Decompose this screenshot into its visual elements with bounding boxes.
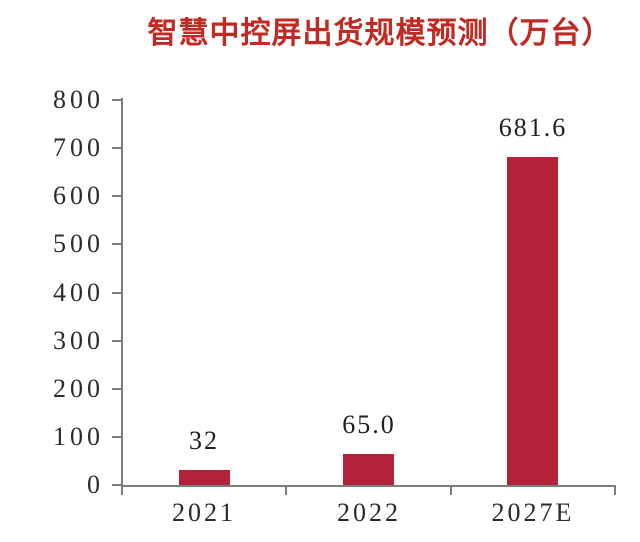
y-tick-label: 100 [53, 421, 104, 451]
y-tick [112, 291, 121, 294]
y-tick-label: 0 [87, 470, 104, 499]
x-category-label: 2027E [491, 498, 575, 527]
bar-value-label: 32 [189, 426, 219, 455]
x-category-label: 2022 [337, 498, 401, 527]
y-tick-label: 800 [53, 85, 104, 114]
y-tick [112, 147, 121, 150]
y-tick [112, 195, 121, 198]
y-tick [112, 339, 121, 342]
y-tick-label: 200 [53, 373, 104, 403]
y-axis-line [121, 98, 123, 487]
bar [507, 157, 558, 485]
x-tick [449, 487, 452, 495]
y-tick-label: 600 [53, 181, 104, 211]
y-tick-label: 400 [53, 277, 104, 307]
y-tick [112, 99, 121, 101]
bar [343, 454, 394, 485]
x-tick [285, 487, 288, 495]
x-category-label: 2021 [172, 498, 236, 527]
x-tick [121, 487, 123, 495]
x-axis-line [121, 485, 616, 487]
bar [179, 470, 230, 485]
x-tick [614, 487, 616, 495]
y-tick [112, 243, 121, 246]
y-tick [112, 435, 121, 438]
y-tick [112, 387, 121, 390]
y-tick-label: 500 [53, 229, 104, 259]
bar-value-label: 65.0 [342, 410, 396, 439]
chart-title: 智慧中控屏出货规模预测（万台） [147, 17, 613, 50]
bar-value-label: 681.6 [498, 113, 568, 142]
y-tick [112, 484, 121, 486]
y-tick-label: 700 [53, 133, 104, 163]
y-tick-label: 300 [53, 325, 104, 355]
